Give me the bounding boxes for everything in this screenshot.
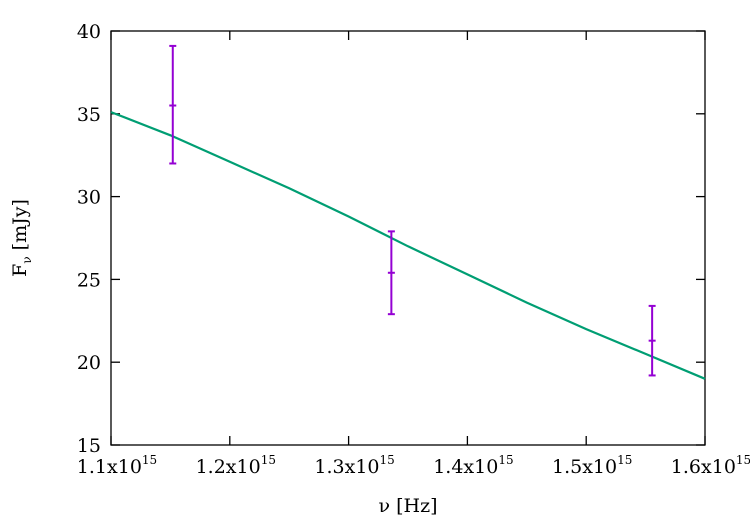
y-tick-label: 25 (77, 269, 101, 291)
x-tick-exponent: 15 (142, 453, 157, 467)
y-axis-title: Fν [mJy] (9, 199, 34, 277)
x-tick-exponent: 15 (498, 453, 513, 467)
x-tick-label: 1.4x1015 (433, 453, 513, 478)
x-tick-exponent: 15 (617, 453, 632, 467)
y-tick-label: 35 (77, 104, 101, 126)
x-tick-mantissa: 1.2x10 (196, 456, 261, 478)
y-tick-label: 20 (77, 352, 101, 374)
axis-ticks (110, 30, 706, 446)
x-tick-mantissa: 1.3x10 (314, 456, 379, 478)
error-bar-point (387, 230, 395, 316)
fit-line-group (110, 111, 706, 380)
error-bar-point (648, 304, 656, 377)
y-tick-label: 30 (77, 187, 101, 209)
x-tick-mantissa: 1.1x10 (77, 456, 142, 478)
x-tick-mantissa: 1.4x10 (433, 456, 498, 478)
y-tick-label: 40 (77, 21, 101, 43)
y-axis-title-main: F (9, 264, 31, 277)
y-axis-title-sub: ν (20, 256, 34, 263)
x-axis-title: ν [Hz] (379, 495, 438, 517)
x-tick-label: 1.3x1015 (314, 453, 394, 478)
error-bar-point (169, 44, 177, 165)
x-tick-mantissa: 1.5x10 (552, 456, 617, 478)
x-tick-exponent: 15 (261, 453, 276, 467)
x-tick-exponent: 15 (380, 453, 395, 467)
y-tick-label: 15 (77, 435, 101, 457)
x-tick-mantissa: 1.6x10 (671, 456, 736, 478)
errorbar-group (169, 44, 656, 377)
x-tick-label: 1.5x1015 (552, 453, 632, 478)
fit-line (110, 111, 706, 380)
x-tick-label: 1.2x1015 (196, 453, 276, 478)
y-axis-title-unit: [mJy] (9, 199, 31, 256)
x-tick-exponent: 15 (736, 453, 750, 467)
x-tick-label: 1.6x1015 (671, 453, 750, 478)
x-tick-label: 1.1x1015 (77, 453, 157, 478)
plot-frame (110, 30, 706, 446)
